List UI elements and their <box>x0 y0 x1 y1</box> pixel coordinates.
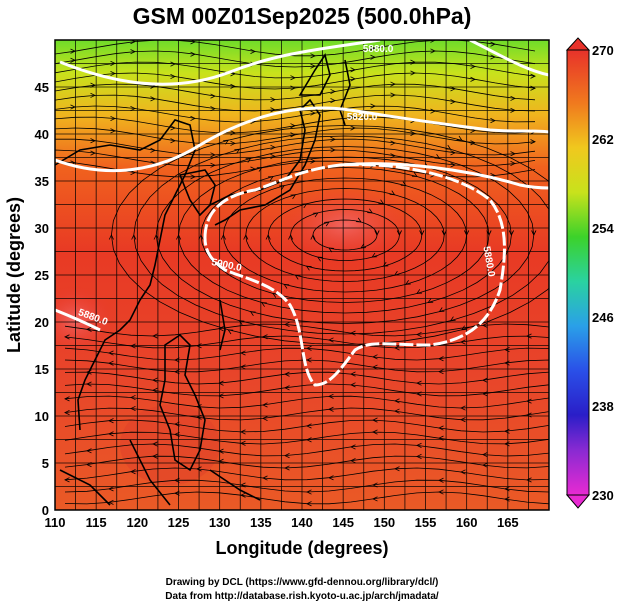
x-tick-label: 155 <box>415 515 437 530</box>
contour-label: 5880.0 <box>363 44 394 55</box>
y-tick-label: 20 <box>35 315 49 330</box>
contour-line <box>203 163 506 387</box>
streamline <box>64 419 549 433</box>
streamline <box>64 467 549 481</box>
contour-line <box>59 40 381 86</box>
x-tick-label: 120 <box>126 515 148 530</box>
streamline <box>312 219 378 251</box>
streamline <box>55 116 536 134</box>
colorbar-tick-label: 270 <box>592 43 614 58</box>
colorbar-tick-label: 262 <box>592 132 614 147</box>
colorbar: 270 262 254 246 238 230 <box>565 37 614 509</box>
wind-arrow <box>554 230 558 235</box>
streamline <box>55 105 536 123</box>
streamline <box>55 127 536 145</box>
chart-title: GSM 00Z01Sep2025 (500.0hPa) <box>133 3 472 29</box>
y-tick-label: 40 <box>35 127 49 142</box>
streamline <box>55 83 536 101</box>
streamline <box>55 138 536 156</box>
x-tick-label: 110 <box>45 515 66 530</box>
streamline <box>55 72 536 90</box>
y-tick-label: 15 <box>35 362 49 377</box>
streamline <box>64 479 549 493</box>
wind-arrow <box>64 477 70 483</box>
streamline <box>64 431 549 445</box>
wind-arrow <box>64 396 70 402</box>
streamline <box>64 371 549 385</box>
streamline <box>200 167 490 303</box>
streamline <box>55 61 536 79</box>
colorbar-tick-label: 238 <box>592 399 614 414</box>
streamline <box>64 407 549 421</box>
wind-streamlines <box>55 40 558 507</box>
x-tick-label: 150 <box>373 515 395 530</box>
streamline <box>64 395 549 409</box>
contour-line <box>55 308 101 332</box>
streamline <box>55 149 536 167</box>
colorbar-tick-label: 254 <box>592 221 614 236</box>
x-tick-label: 140 <box>291 515 313 530</box>
y-tick-label: 0 <box>42 503 49 518</box>
streamline <box>64 443 549 457</box>
streamline <box>64 335 549 349</box>
y-axis-label: Latitude (degrees) <box>4 197 24 353</box>
plot-frame <box>54 39 550 511</box>
streamline <box>64 455 549 469</box>
streamline <box>64 323 549 337</box>
wind-arrow <box>554 230 558 235</box>
streamline <box>245 188 445 282</box>
y-tick-label: 45 <box>35 80 49 95</box>
geopotential-contours <box>55 40 549 387</box>
credit-line-1: Drawing by DCL (https://www.gfd-dennou.o… <box>166 577 439 588</box>
colorbar-top-arrow <box>565 37 591 51</box>
y-tick-label: 30 <box>35 221 49 236</box>
temperature-field: 5880.0 5820.0 5900.0 5880.0 5880.0 <box>55 40 558 510</box>
y-tick-label: 35 <box>35 174 49 189</box>
streamline <box>267 198 423 272</box>
credit-line-2: Data from http://database.rish.kyoto-u.a… <box>165 591 439 602</box>
colorbar-bar <box>566 49 590 496</box>
x-axis-ticks: 110 115 120 125 130 135 140 145 150 155 160 165 <box>45 515 519 530</box>
contour-line <box>469 40 549 77</box>
y-tick-label: 5 <box>42 456 49 471</box>
x-tick-label: 145 <box>332 515 354 530</box>
streamline <box>55 94 536 112</box>
streamline <box>133 135 549 335</box>
contour-label: 5880.0 <box>480 246 496 278</box>
streamline <box>55 50 536 68</box>
x-tick-label: 125 <box>168 515 190 530</box>
colorbar-tick-label: 230 <box>592 488 614 503</box>
colorbar-ticks: 270 262 254 246 238 230 <box>592 43 614 503</box>
y-axis-ticks: 0 5 10 15 20 25 30 35 40 45 <box>35 80 49 518</box>
wind-arrow <box>530 85 536 91</box>
contour-label: 5820.0 <box>347 112 378 123</box>
contour-line <box>55 106 549 173</box>
colorbar-tick-label: 246 <box>592 310 614 325</box>
x-tick-label: 135 <box>250 515 272 530</box>
x-tick-label: 130 <box>209 515 231 530</box>
x-axis-label: Longitude (degrees) <box>215 538 388 558</box>
contour-line <box>339 162 549 190</box>
y-tick-label: 25 <box>35 268 49 283</box>
streamline <box>222 177 467 293</box>
x-tick-label: 160 <box>456 515 478 530</box>
x-tick-label: 165 <box>497 515 519 530</box>
x-tick-label: 115 <box>86 515 107 530</box>
colorbar-bottom-arrow <box>565 494 591 509</box>
streamline <box>290 209 400 261</box>
streamline <box>64 347 549 361</box>
y-tick-label: 10 <box>35 409 49 424</box>
streamline <box>64 491 549 505</box>
streamline <box>64 359 549 373</box>
streamline <box>110 125 549 345</box>
streamline <box>155 146 535 324</box>
